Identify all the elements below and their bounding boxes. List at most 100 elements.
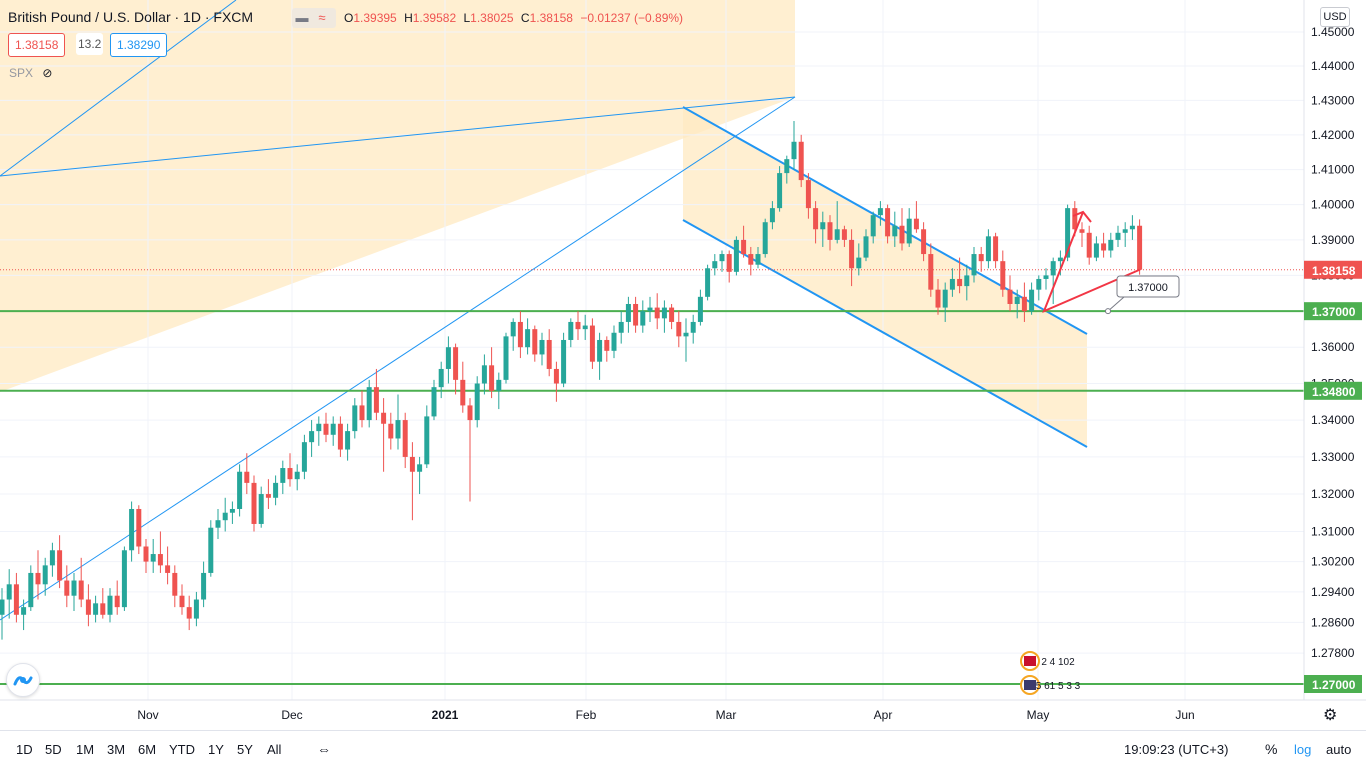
price-tick-label: 1.45000	[1311, 25, 1355, 39]
callout-label: 1.37000	[1128, 282, 1168, 294]
price-tick-label: 1.43000	[1311, 93, 1355, 107]
candle-body	[143, 546, 149, 562]
candle-body	[978, 254, 984, 262]
price-tick-label: 1.33000	[1311, 450, 1355, 464]
wave-icon[interactable]: ≈	[318, 10, 326, 25]
candle-body	[337, 423, 343, 450]
candle-body	[215, 520, 221, 528]
time-tick-label: Apr	[874, 708, 893, 722]
candle-body	[539, 339, 545, 355]
candle-body	[287, 468, 293, 480]
legend-toolbar[interactable]: ▬ ≈	[292, 8, 336, 28]
range-5y[interactable]: 5Y	[237, 742, 253, 757]
auto-toggle[interactable]: auto	[1326, 742, 1352, 757]
candle-body	[928, 254, 934, 290]
time-tick-label: Feb	[576, 708, 597, 722]
candle-body	[280, 468, 286, 483]
settings-gear-icon[interactable]: ⚙	[1323, 707, 1338, 724]
candle-body	[157, 554, 163, 566]
price-tick-label: 1.42000	[1311, 128, 1355, 142]
candle-body	[1000, 261, 1006, 290]
candle-body	[93, 603, 99, 615]
candle-body	[719, 254, 725, 262]
candle-body	[42, 565, 48, 585]
candle-body	[366, 387, 372, 421]
candle-body	[827, 222, 833, 240]
clock-readout[interactable]: 19:09:23 (UTC+3)	[1124, 742, 1229, 757]
level-price-tag	[1304, 302, 1362, 321]
range-3m[interactable]: 3M	[107, 742, 126, 757]
buy-price-button[interactable]: 1.38290	[110, 33, 168, 57]
range-ytd[interactable]: YTD	[169, 742, 195, 757]
level-price-tag	[1304, 675, 1362, 693]
candle-body	[985, 236, 991, 262]
candle-body	[741, 239, 747, 255]
candle-body	[330, 423, 336, 435]
symbol-legend[interactable]: British Pound / U.S. Dollar · 1D · FXCM	[8, 9, 253, 25]
descending-upper-line	[682, 106, 1088, 335]
price-tick-label: 1.39000	[1311, 233, 1355, 247]
candle-body	[179, 595, 185, 608]
range-all[interactable]: All	[267, 742, 282, 757]
candle-body	[445, 347, 451, 369]
news-label: 2 4 102	[1041, 657, 1075, 668]
range-5d[interactable]: 5D	[45, 742, 62, 757]
price-tick-label: 1.31000	[1311, 524, 1355, 538]
candle-body	[769, 208, 775, 223]
candle-body	[21, 607, 27, 615]
level-price-label: 1.34800	[1312, 385, 1356, 399]
range-1y[interactable]: 1Y	[208, 742, 224, 757]
eye-hidden-icon[interactable]: ⊘	[42, 66, 53, 80]
price-chart[interactable]: 1.37000 2 4 102 5 61 5 3 3 1.45000 1.44000 1.…	[0, 0, 1366, 730]
range-1m[interactable]: 1M	[76, 742, 95, 757]
candle-body	[0, 599, 5, 615]
candle-body	[935, 289, 941, 308]
price-tick-label: 1.34000	[1311, 413, 1355, 427]
candle-body	[201, 572, 207, 600]
time-tick-label: May	[1027, 708, 1050, 722]
log-toggle[interactable]: log	[1294, 742, 1312, 757]
currency-button[interactable]: USD	[1320, 7, 1350, 27]
candle-body	[575, 321, 581, 330]
date-range-calendar-icon[interactable]: ⇔	[317, 741, 331, 757]
range-1d[interactable]: 1D	[16, 742, 33, 757]
level-price-label: 1.37000	[1312, 305, 1356, 319]
candle-body	[323, 423, 329, 435]
candle-body	[971, 254, 977, 276]
tradingview-logo-icon[interactable]	[6, 663, 40, 697]
candle-body	[993, 236, 999, 262]
candle-body	[532, 329, 538, 355]
spread-value: 13.2	[76, 33, 104, 55]
compare-symbol[interactable]: SPX ⊘	[9, 66, 52, 80]
price-tick-label: 1.29400	[1311, 585, 1355, 599]
candle-body	[841, 229, 847, 240]
range-6m[interactable]: 6M	[138, 742, 157, 757]
candle-body	[100, 603, 106, 615]
candle-body	[237, 471, 243, 509]
candle-body	[755, 254, 761, 265]
news-label: 5 61 5 3 3	[1036, 681, 1081, 692]
low-value: 1.38025	[470, 11, 514, 25]
price-tick-label: 1.27800	[1311, 646, 1355, 660]
candle-body	[1086, 232, 1092, 258]
candle-body	[1021, 296, 1027, 312]
sell-price-button[interactable]: 1.38158	[8, 33, 66, 57]
candle-body	[78, 580, 84, 600]
candle-body	[654, 307, 660, 319]
callout-anchor	[1105, 308, 1111, 315]
ohlc-readout: O1.39395 H1.39582 L1.38025 C1.38158 −0.0…	[344, 11, 684, 25]
candle-body	[949, 278, 955, 290]
candle-body	[877, 208, 883, 216]
candle-body	[172, 572, 178, 596]
candle-body	[1007, 289, 1013, 304]
candle-body	[57, 550, 63, 581]
minimize-icon[interactable]: ▬	[295, 10, 309, 25]
price-tick-label: 1.30200	[1311, 555, 1355, 569]
candle-body	[784, 159, 790, 174]
price-tick-label: 1.36000	[1311, 340, 1355, 354]
percent-toggle[interactable]: %	[1265, 741, 1278, 757]
candle-body	[697, 296, 703, 322]
candle-body	[856, 257, 862, 269]
candle-body	[1014, 296, 1020, 304]
